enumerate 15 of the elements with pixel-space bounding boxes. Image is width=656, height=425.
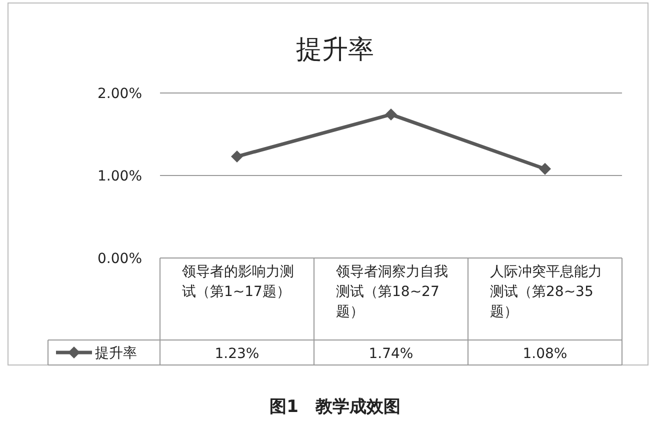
caption: 图1 教学成效图 (270, 397, 400, 417)
y-tick-label: 2.00% (98, 86, 142, 102)
x-tick-label: 领导者洞察力自我测试（第18~27题） (336, 263, 449, 322)
point (385, 108, 397, 120)
x-tick-label: 领导者的影响力测试（第1~17题） (182, 263, 295, 302)
data-label: 1.74% (368, 346, 414, 362)
data-label: 1.23% (214, 346, 260, 362)
chart-title: 提升率 (296, 35, 374, 65)
point (539, 162, 551, 175)
x-tick-label: 人际冲突平息能力测试（第28~35题） (490, 263, 603, 322)
y-tick-label: 0.00% (98, 251, 142, 267)
point (231, 150, 243, 163)
legend-label: 提升率 (95, 346, 137, 362)
data-label: 1.08% (522, 346, 568, 362)
y-tick-label: 1.00% (98, 168, 142, 184)
